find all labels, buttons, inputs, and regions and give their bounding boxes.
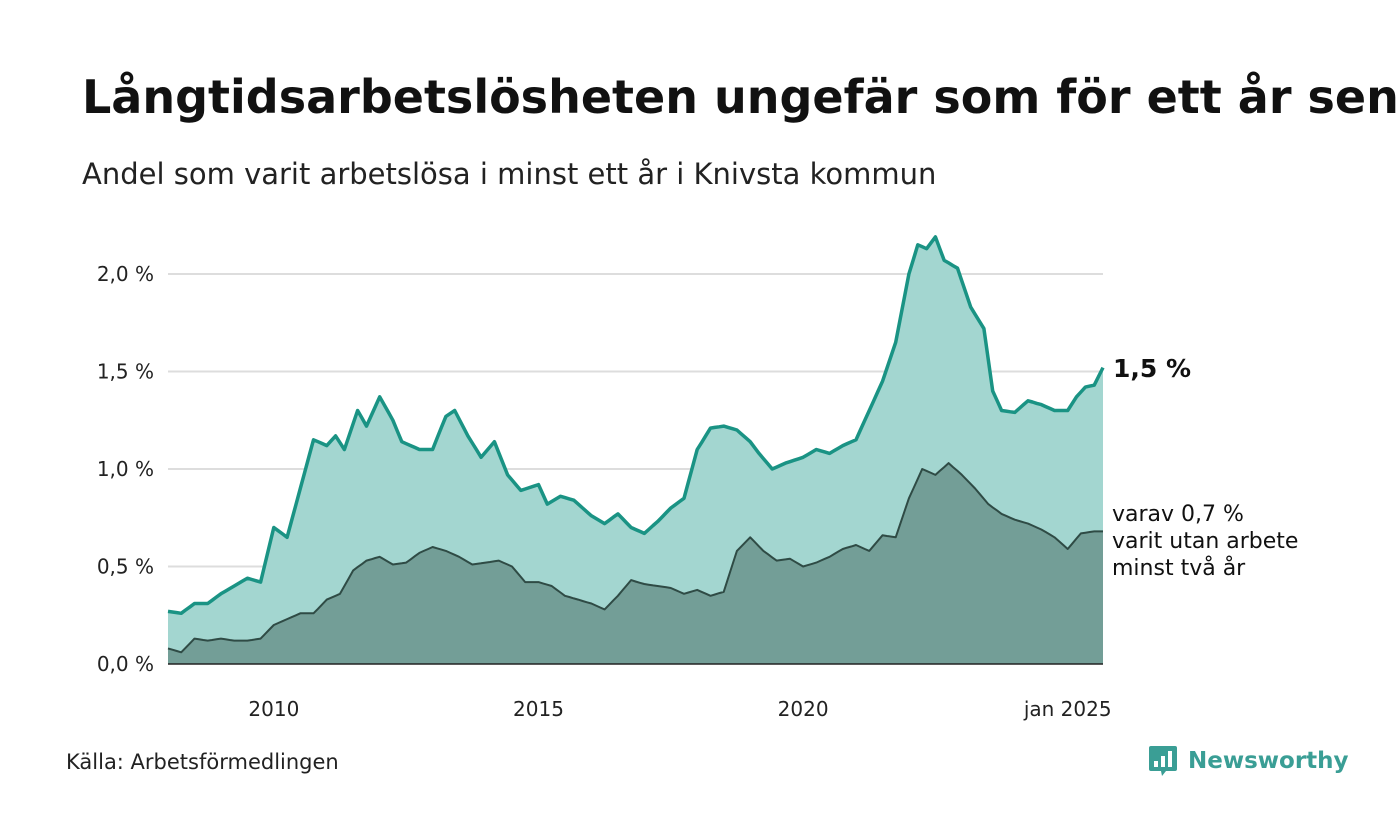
newsworthy-logo-icon: [1149, 746, 1177, 776]
x-tick-label-3: jan 2025: [1023, 697, 1112, 721]
page-title: Långtidsarbetslösheten ungefär som för e…: [82, 70, 1399, 124]
series2-area: [168, 463, 1103, 664]
y-axis-ticks: 0,0 % 0,5 % 1,0 % 1,5 % 2,0 %: [97, 262, 154, 676]
brand-name: Newsworthy: [1188, 748, 1349, 774]
series1-end-label: 1,5 %: [1113, 354, 1191, 383]
source-note: Källa: Arbetsförmedlingen: [66, 750, 339, 774]
series2-note-line-2: varit utan arbete: [1112, 529, 1298, 554]
x-tick-label-1: 2015: [513, 697, 564, 721]
y-tick-label-2: 1,0 %: [97, 457, 154, 481]
series2-line: [167, 462, 1103, 654]
area-series: [167, 235, 1105, 665]
series2-note-line-3: minst två år: [1112, 555, 1246, 581]
x-tick-label-2: 2020: [778, 697, 829, 721]
x-tick-label-0: 2010: [248, 697, 299, 721]
series2-note-line-1: varav 0,7 %: [1112, 502, 1244, 527]
y-tick-label-3: 1,5 %: [97, 360, 154, 384]
y-tick-label-1: 0,5 %: [97, 555, 154, 579]
y-tick-label-0: 0,0 %: [97, 652, 154, 676]
y-tick-label-4: 2,0 %: [97, 262, 154, 286]
x-axis-ticks: 2010 2015 2020 jan 2025: [248, 697, 1111, 721]
page-subtitle: Andel som varit arbetslösa i minst ett å…: [82, 157, 937, 191]
brand-logo: Newsworthy: [1148, 744, 1349, 778]
series1-line: [167, 235, 1105, 616]
